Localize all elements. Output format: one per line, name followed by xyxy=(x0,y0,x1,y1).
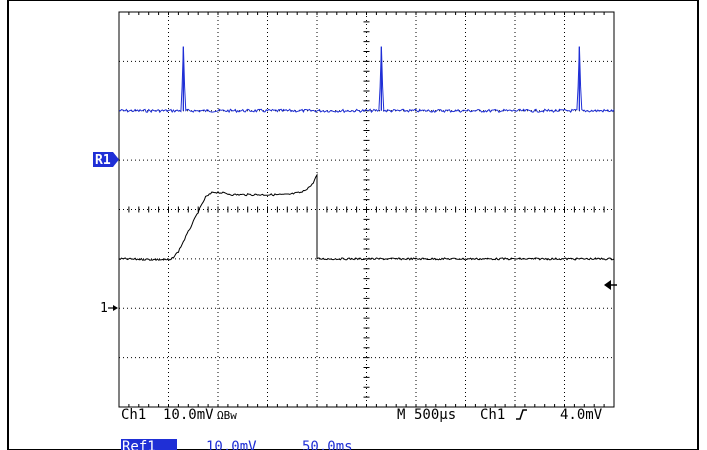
ref1-marker-badge xyxy=(93,152,113,167)
ref1-badge-label: Ref1 xyxy=(122,439,156,450)
status-ch1-scale: 10.0mV xyxy=(163,407,214,423)
trigger-slope-icon xyxy=(516,409,527,420)
status-trigger-level: 4.0mV xyxy=(560,407,603,423)
graticule-grid xyxy=(118,11,615,408)
trigger-level-arrow-icon[interactable] xyxy=(604,280,611,290)
ref1-badge[interactable] xyxy=(121,439,177,450)
status-trigger-source: Ch1 xyxy=(480,407,505,423)
ref-bar: Ref1 10.0mV 50.0ms xyxy=(121,439,353,450)
status-ch1-label: Ch1 xyxy=(121,407,146,423)
ref1-timebase: 50.0ms xyxy=(302,439,353,450)
ref1-trace xyxy=(118,46,615,114)
ref1-marker[interactable]: R1 xyxy=(93,152,119,168)
status-coupling-symbols: ΩBᴡ xyxy=(217,409,237,422)
trace-layer xyxy=(118,46,615,261)
status-horizontal-label: M xyxy=(397,407,405,423)
ch1-marker-arrow-icon xyxy=(113,305,118,311)
status-timebase: 500µs xyxy=(414,407,456,423)
ch1-marker-label: 1 xyxy=(100,301,108,316)
ref1-scale: 10.0mV xyxy=(206,439,257,450)
status-bar: Ch1 10.0mV ΩBᴡ M 500µs Ch1 4.0mV xyxy=(121,407,603,423)
ref1-marker-label: R1 xyxy=(95,153,111,168)
ref1-marker-arrow-icon xyxy=(113,152,119,167)
ch1-trace xyxy=(118,173,615,261)
ch1-ground-marker[interactable]: 1 xyxy=(100,301,118,316)
